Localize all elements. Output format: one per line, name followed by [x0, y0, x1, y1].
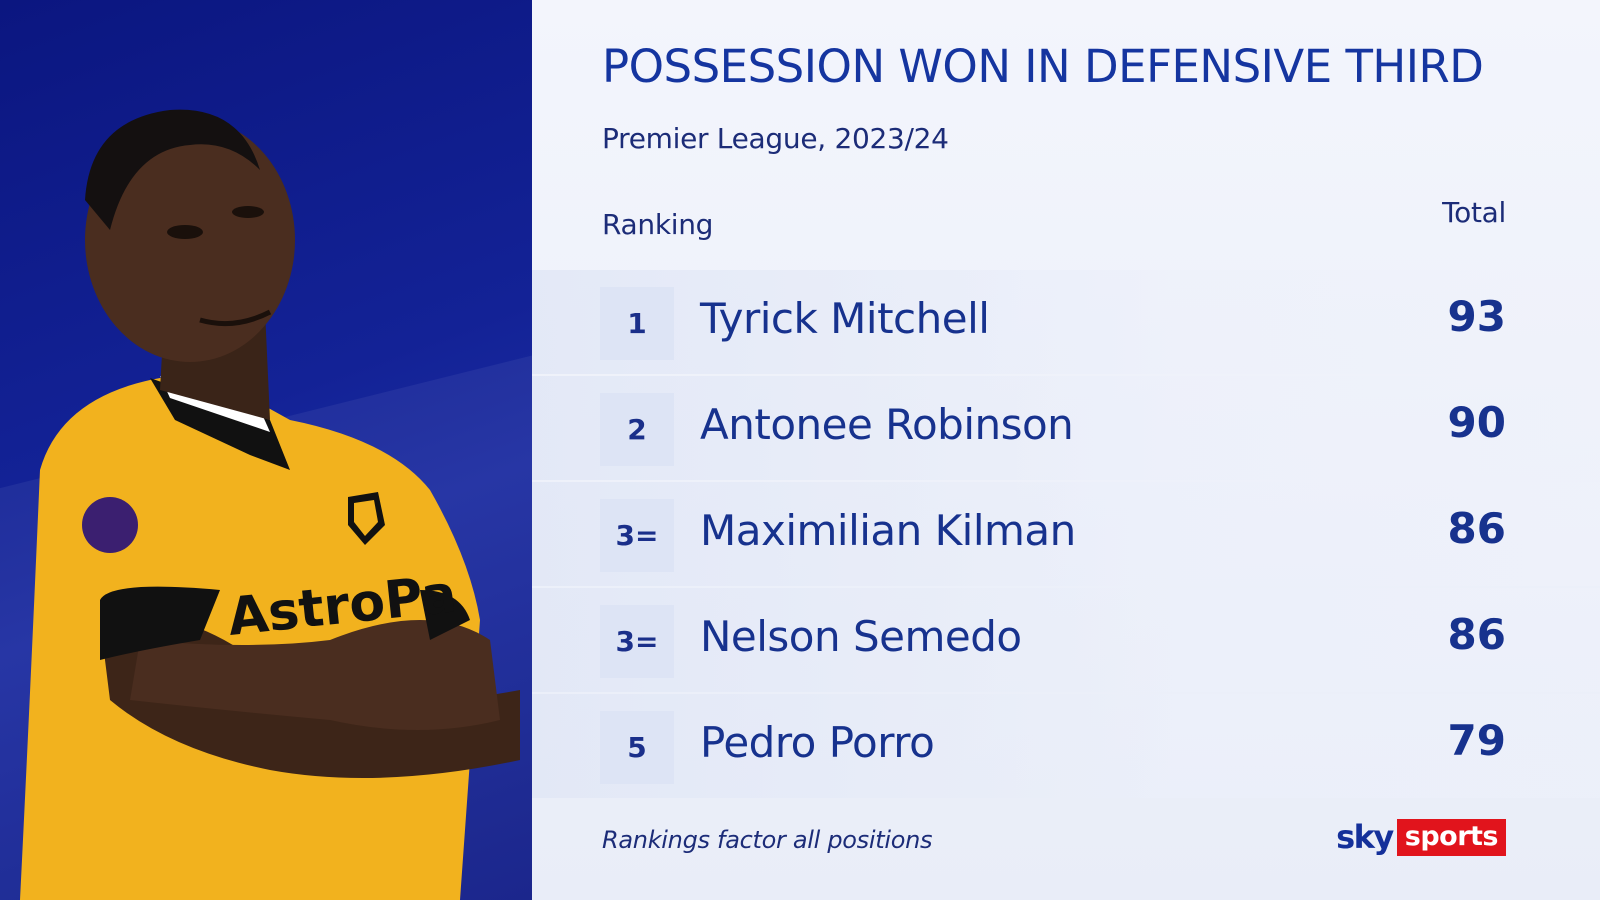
total-value: 86 — [1447, 504, 1506, 553]
rank-badge: 2 — [600, 393, 674, 466]
ranking-row: 1 Tyrick Mitchell 93 — [532, 270, 1600, 374]
player-photo-panel: AstroPa — [0, 0, 532, 900]
total-value: 86 — [1447, 610, 1506, 659]
ranking-row: 3= Nelson Semedo 86 — [532, 588, 1600, 692]
sports-wordmark: sports — [1396, 818, 1506, 856]
total-column-header: Total — [1442, 196, 1506, 229]
ranking-row: 3= Maximilian Kilman 86 — [532, 482, 1600, 586]
total-value: 90 — [1447, 398, 1506, 447]
player-name: Maximilian Kilman — [700, 506, 1076, 555]
chart-title: POSSESSION WON IN DEFENSIVE THIRD — [602, 40, 1484, 93]
rank-badge: 5 — [600, 711, 674, 784]
chart-subtitle: Premier League, 2023/24 — [602, 122, 949, 155]
rank-badge: 3= — [600, 499, 674, 572]
player-name: Antonee Robinson — [700, 400, 1074, 449]
player-name: Pedro Porro — [700, 718, 935, 767]
ranking-row: 5 Pedro Porro 79 — [532, 694, 1600, 798]
footnote: Rankings factor all positions — [602, 826, 933, 854]
sky-sports-logo: sky sports — [1336, 818, 1506, 856]
rank-badge: 3= — [600, 605, 674, 678]
ranking-row: 2 Antonee Robinson 90 — [532, 376, 1600, 480]
ranking-column-header: Ranking — [602, 208, 714, 241]
sky-wordmark: sky — [1336, 818, 1394, 856]
player-name: Tyrick Mitchell — [700, 294, 990, 343]
player-name: Nelson Semedo — [700, 612, 1022, 661]
rank-badge: 1 — [600, 287, 674, 360]
total-value: 93 — [1447, 292, 1506, 341]
total-value: 79 — [1447, 716, 1506, 765]
player-photo: AstroPa — [20, 109, 520, 900]
ranking-list: 1 Tyrick Mitchell 93 2 Antonee Robinson 90 3= M… — [532, 270, 1600, 800]
leaderboard-panel: POSSESSION WON IN DEFENSIVE THIRD Premie… — [532, 0, 1600, 900]
